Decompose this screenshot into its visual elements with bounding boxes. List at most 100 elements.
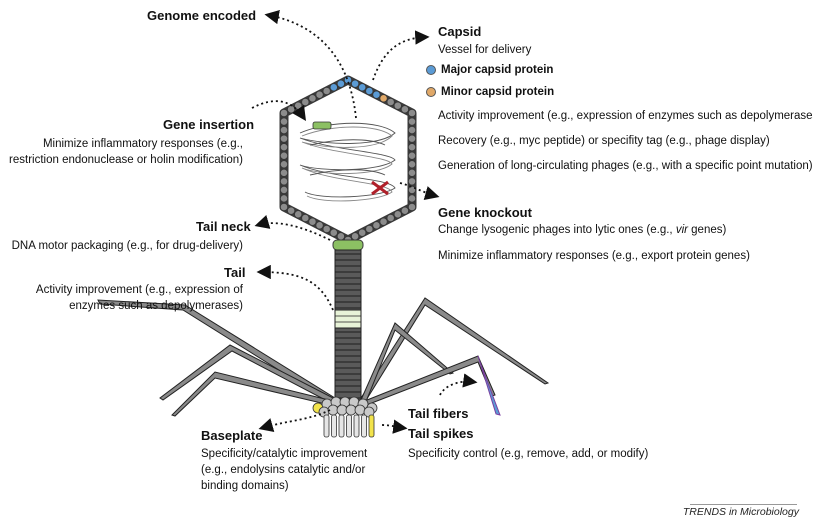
journal-footer: TRENDS in Microbiology bbox=[682, 506, 799, 518]
baseplate-peg bbox=[353, 414, 360, 438]
tail-spike bbox=[477, 355, 501, 416]
arrow-tail bbox=[256, 264, 334, 311]
capsomer-bead bbox=[408, 203, 416, 211]
capsomer-bead bbox=[301, 214, 310, 222]
capsomer-bead bbox=[372, 90, 381, 99]
capsomer-bead bbox=[379, 94, 388, 103]
capsomer-bead bbox=[280, 134, 288, 143]
capsomer-bead bbox=[322, 87, 331, 95]
capsomer-bead bbox=[393, 101, 402, 110]
baseplate-line1: Specificity/catalytic improvement bbox=[201, 448, 368, 460]
baseplate-peg bbox=[323, 414, 330, 438]
capsomer-bead bbox=[408, 186, 416, 194]
arrow-genome bbox=[264, 9, 357, 119]
capsomer-bead bbox=[280, 177, 288, 186]
capsomer-bead bbox=[358, 228, 367, 237]
baseplate-peg bbox=[331, 414, 337, 438]
footer-divider bbox=[690, 504, 797, 505]
capsomer-bead bbox=[365, 87, 374, 95]
capsomer-bead bbox=[408, 143, 416, 152]
capsomer-bead bbox=[372, 221, 381, 230]
capsomer-bead bbox=[280, 109, 288, 117]
dna-genome bbox=[299, 122, 396, 202]
gene-insertion-line1: Minimize inflammatory responses (e.g., bbox=[42, 138, 243, 150]
capsomer-bead bbox=[386, 98, 395, 106]
capsomer-bead bbox=[393, 210, 402, 219]
baseplate-title: Baseplate bbox=[201, 428, 263, 443]
arrow-gene-insertion bbox=[251, 100, 306, 121]
baseplate-bead bbox=[336, 404, 348, 416]
capsomer-bead bbox=[351, 232, 360, 241]
gene-knockout-item2: Minimize inflammatory responses (e.g., e… bbox=[438, 250, 750, 262]
tail-neck-line1: DNA motor packaging (e.g., for drug-deli… bbox=[11, 240, 243, 252]
tail-sheath bbox=[334, 249, 362, 401]
capsomer-bead bbox=[280, 203, 288, 211]
tail-line1: Activity improvement (e.g., expression o… bbox=[35, 284, 243, 296]
capsomer-bead bbox=[329, 83, 338, 92]
capsomer-bead bbox=[408, 134, 416, 143]
capsomer-bead bbox=[280, 160, 288, 169]
tail-spikes-title: Tail spikes bbox=[408, 426, 474, 441]
capsomer-bead bbox=[280, 168, 288, 177]
baseplate-line3: binding domains) bbox=[201, 480, 289, 492]
baseplate-bead bbox=[345, 404, 357, 416]
capsomer-bead bbox=[408, 151, 416, 160]
capsomer-bead bbox=[408, 194, 416, 203]
capsomer-bead bbox=[351, 79, 360, 88]
capsomer-bead bbox=[280, 143, 288, 152]
tail-title: Tail bbox=[224, 265, 246, 280]
capsomer-bead bbox=[315, 90, 324, 99]
capsid-item-3: Generation of long-circulating phages (e… bbox=[438, 160, 813, 172]
baseplate-structure bbox=[312, 396, 378, 438]
arrow-baseplate bbox=[258, 409, 331, 432]
capsomer-bead bbox=[408, 160, 416, 169]
arrow-capsid bbox=[372, 30, 430, 81]
baseplate-line2: (e.g., endolysins catalytic and/or bbox=[201, 464, 366, 476]
capsomer-bead bbox=[329, 228, 338, 237]
capsomer-bead bbox=[408, 177, 416, 186]
capsomer-bead bbox=[308, 94, 317, 103]
baseplate-peg bbox=[346, 414, 352, 438]
capsomer-bead bbox=[408, 168, 416, 177]
genome-title: Genome encoded bbox=[147, 8, 257, 23]
capsomer-bead bbox=[301, 98, 310, 106]
legend-major: Major capsid protein bbox=[426, 62, 553, 78]
capsomer-bead bbox=[280, 117, 288, 126]
knockout-mark bbox=[371, 180, 389, 196]
capsomer-bead bbox=[280, 126, 288, 134]
tail-spikes-line1: Specificity control (e.g, remove, add, o… bbox=[408, 448, 649, 460]
capsomer-bead bbox=[408, 117, 416, 126]
baseplate-peg bbox=[338, 414, 345, 438]
capsomer-bead bbox=[400, 206, 409, 215]
arrow-tail-fibers bbox=[439, 373, 478, 396]
capsid-item-1: Activity improvement (e.g., expression o… bbox=[438, 110, 813, 122]
arrow-tail-spikes bbox=[381, 419, 408, 434]
capsomer-bead bbox=[322, 225, 331, 233]
baseplate-peg bbox=[368, 414, 375, 438]
capsomer-bead bbox=[315, 221, 324, 230]
gene-insertion-title: Gene insertion bbox=[163, 117, 255, 132]
capsomer-bead bbox=[287, 206, 296, 215]
capsomer-bead bbox=[358, 83, 367, 92]
capsomer-bead bbox=[287, 105, 296, 114]
tail-neck-ring bbox=[332, 239, 364, 251]
legend-minor-label: Minor capsid protein bbox=[441, 86, 555, 98]
legend-minor: Minor capsid protein bbox=[426, 84, 554, 100]
capsid-subtitle: Vessel for delivery bbox=[438, 44, 532, 56]
capsomer-bead bbox=[365, 225, 374, 233]
gene-knockout-title: Gene knockout bbox=[438, 205, 532, 220]
gene-knockout-item1: Change lysogenic phages into lytic ones … bbox=[438, 224, 727, 236]
capsomer-bead bbox=[280, 151, 288, 160]
capsomer-bead bbox=[280, 186, 288, 194]
capsomer-bead bbox=[408, 126, 416, 134]
tail-neck-title: Tail neck bbox=[196, 219, 251, 234]
capsomer-bead bbox=[336, 232, 345, 241]
capsomer-bead bbox=[280, 194, 288, 203]
inserted-gene bbox=[312, 121, 332, 130]
capsomer-bead bbox=[379, 217, 388, 226]
baseplate-peg bbox=[361, 414, 367, 438]
capsomer-bead bbox=[408, 109, 416, 117]
capsomer-bead bbox=[400, 105, 409, 114]
legend-major-label: Major capsid protein bbox=[441, 64, 554, 76]
